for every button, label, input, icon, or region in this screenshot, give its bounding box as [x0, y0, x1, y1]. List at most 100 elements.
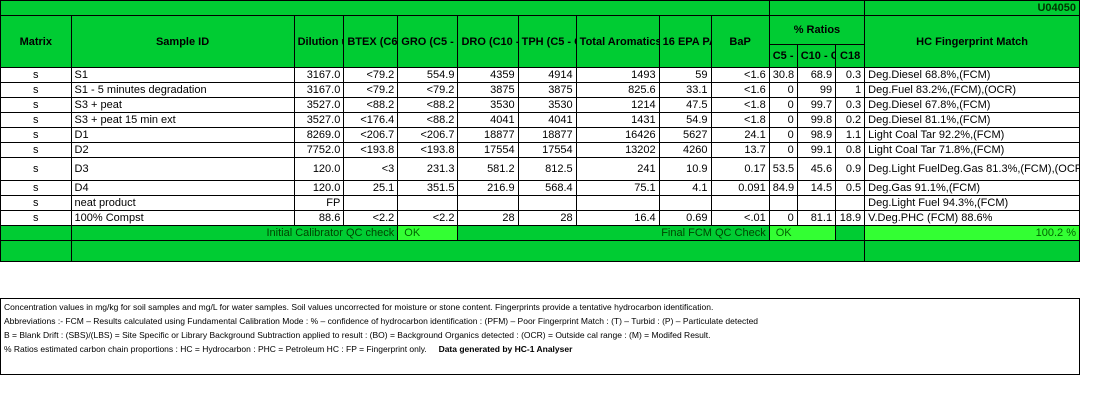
cell-c5: 53.5	[768, 157, 798, 181]
cell-matrix: s	[0, 127, 72, 143]
cell-dilution: 3527.0	[293, 97, 345, 113]
cell-c5: 0	[768, 127, 798, 143]
header-matrix: Matrix	[0, 15, 72, 68]
cell-fp: Deg.Light Fuel 94.3%,(FCM)	[864, 195, 1080, 211]
title-bar: U04050	[0, 0, 1080, 16]
cell-c5: 0	[768, 112, 798, 128]
cell-btex: 25.1	[343, 180, 399, 196]
qc-spacer-row	[0, 240, 1080, 262]
cell-matrix: s	[0, 195, 72, 211]
table-row: s D2 7752.0 <193.8 <193.8 17554 17554 13202 4260…	[0, 142, 1080, 158]
cell-dilution: 8269.0	[293, 127, 345, 143]
cell-bap: <1.6	[710, 67, 770, 83]
cell-sample: D2	[70, 142, 295, 158]
cell-fp: Deg.Diesel 68.8%,(FCM)	[864, 67, 1080, 83]
cell-c10: 99.7	[796, 97, 837, 113]
cell-c5: 84.9	[768, 180, 798, 196]
cell-arom: 1493	[575, 67, 660, 83]
header-ratio-c5-c10: C5 - C10	[768, 44, 798, 68]
cell-tph: 568.4	[517, 180, 577, 196]
cell-dro: 216.9	[457, 180, 519, 196]
cell-c5: 0	[768, 210, 798, 226]
cell-pahs: 0.69	[658, 210, 712, 226]
report-id: U04050	[864, 0, 1080, 16]
cell-gro: <193.8	[397, 142, 459, 158]
cell-bap: <1.6	[710, 82, 770, 98]
cell-pahs: 4260	[658, 142, 712, 158]
cell-c18: 1.1	[835, 127, 866, 143]
cell-matrix: s	[0, 210, 72, 226]
final-qc-status: OK	[768, 225, 837, 241]
cell-fp: Deg.Fuel 83.2%,(FCM),(OCR)	[864, 82, 1080, 98]
results-table: U04050 Matrix Sample ID Dilution used BT…	[0, 0, 1080, 262]
cell-btex: <193.8	[343, 142, 399, 158]
cell-dro: 3875	[457, 82, 519, 98]
cell-bap: 0.17	[710, 157, 770, 181]
header-ratio-c10-c18: C10 - C18	[796, 44, 837, 68]
table-row: s S1 - 5 minutes degradation 3167.0 <79.2 <7…	[0, 82, 1080, 98]
cell-sample: D4	[70, 180, 295, 196]
cell-tph: 18877	[517, 127, 577, 143]
cell-dilution: 88.6	[293, 210, 345, 226]
cell-pahs: 54.9	[658, 112, 712, 128]
cell-gro: 554.9	[397, 67, 459, 83]
table-row: s S3 + peat 3527.0 <88.2 <88.2 3530 3530 1214 47…	[0, 97, 1080, 113]
cell-c5: 0	[768, 142, 798, 158]
cell-matrix: s	[0, 142, 72, 158]
header-fingerprint: HC Fingerprint Match	[864, 15, 1080, 68]
cell-btex: <2.2	[343, 210, 399, 226]
cell-pahs	[658, 195, 712, 211]
header-ratio-c18: C18	[835, 44, 866, 68]
cell-pahs: 4.1	[658, 180, 712, 196]
cell-fp: Deg.Diesel 81.1%,(FCM)	[864, 112, 1080, 128]
cell-arom: 241	[575, 157, 660, 181]
cell-arom: 75.1	[575, 180, 660, 196]
cell-fp: V.Deg.PHC (FCM) 88.6%	[864, 210, 1080, 226]
cell-dilution: 3167.0	[293, 82, 345, 98]
cell-dro: 581.2	[457, 157, 519, 181]
cell-matrix: s	[0, 97, 72, 113]
final-qc-label: Final FCM QC Check	[457, 225, 770, 241]
cell-bap: 0.091	[710, 180, 770, 196]
cell-arom: 13202	[575, 142, 660, 158]
cell-c18: 0.3	[835, 67, 866, 83]
cell-gro: 351.5	[397, 180, 459, 196]
cell-dro: 3530	[457, 97, 519, 113]
cell-dro: 28	[457, 210, 519, 226]
cell-sample: S3 + peat	[70, 97, 295, 113]
cell-pahs: 5627	[658, 127, 712, 143]
cell-btex	[343, 195, 399, 211]
cell-bap: <1.8	[710, 97, 770, 113]
cell-c5: 0	[768, 97, 798, 113]
cell-c10: 99	[796, 82, 837, 98]
cell-c5	[768, 195, 798, 211]
cell-c18: 0.8	[835, 142, 866, 158]
cell-sample: neat product	[70, 195, 295, 211]
header-dro: DRO (C10 - C35)	[457, 15, 519, 68]
header-sample-id: Sample ID	[70, 15, 295, 68]
cell-c18	[835, 195, 866, 211]
cell-c18: 0.9	[835, 157, 866, 181]
cell-tph: 4041	[517, 112, 577, 128]
cell-c18: 1	[835, 82, 866, 98]
ratio-subheader-row: C5 - C10 C10 - C18 C18	[1, 44, 1080, 68]
cell-tph	[517, 195, 577, 211]
cell-pahs: 47.5	[658, 97, 712, 113]
cell-dilution: 120.0	[293, 157, 345, 181]
cell-c10	[796, 195, 837, 211]
footnote-codes: B = Blank Drift : (SBS)/(LBS) = Site Spe…	[4, 330, 711, 340]
cell-matrix: s	[0, 157, 72, 181]
cell-matrix: s	[0, 67, 72, 83]
cell-dilution: 120.0	[293, 180, 345, 196]
cell-fp: Deg.Gas 91.1%,(FCM)	[864, 180, 1080, 196]
cell-c10: 45.6	[796, 157, 837, 181]
cell-pahs: 10.9	[658, 157, 712, 181]
cell-c18: 0.5	[835, 180, 866, 196]
footnote-source: Data generated by HC-1 Analyser	[438, 344, 573, 354]
cell-sample: D3	[70, 157, 295, 181]
cell-gro: <2.2	[397, 210, 459, 226]
cell-arom: 1214	[575, 97, 660, 113]
cell-sample: 100% Compst	[70, 210, 295, 226]
footnote-concentration: Concentration values in mg/kg for soil s…	[4, 302, 714, 312]
header-btex: BTEX (C6 - C9)	[343, 15, 399, 68]
